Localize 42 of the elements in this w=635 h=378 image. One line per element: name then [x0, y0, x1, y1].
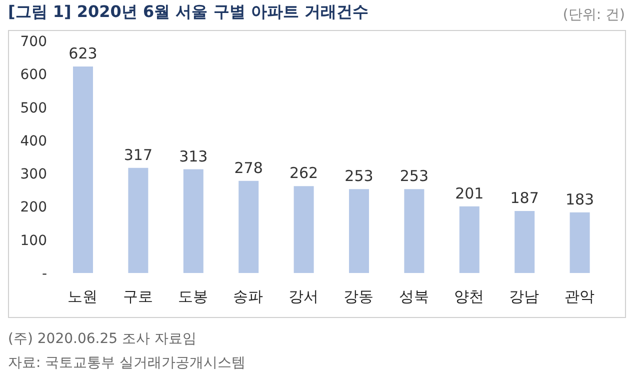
x-tick-label: 양천	[454, 288, 484, 306]
x-tick-label: 성북	[398, 288, 429, 306]
x-tick-label: 구로	[122, 288, 153, 306]
x-tick-label: 강서	[288, 288, 318, 306]
data-label: 253	[344, 167, 374, 186]
data-label: 313	[179, 147, 208, 166]
y-tick-label: 100	[20, 232, 47, 249]
y-tick-label: -	[42, 266, 47, 282]
x-tick-label: 관악	[564, 288, 594, 306]
y-tick-label: 300	[20, 166, 47, 183]
chart-title: [그림 1] 2020년 6월 서울 구별 아파트 거래건수	[8, 2, 368, 23]
data-label: 278	[234, 158, 263, 177]
x-tick-label: 노원	[68, 288, 98, 306]
bar	[238, 180, 259, 273]
data-label: 623	[68, 44, 98, 63]
data-label: 201	[455, 184, 484, 202]
bar	[404, 189, 424, 273]
bar	[128, 168, 148, 273]
x-tick-label: 송파	[233, 288, 264, 306]
data-label: 187	[510, 189, 539, 208]
text: 자료: 국토교통부 실거래가공개시스템	[8, 354, 246, 372]
y-tick-label: 700	[20, 34, 47, 50]
bar	[183, 169, 204, 273]
y-tick-label: 400	[20, 133, 47, 150]
bar	[514, 211, 535, 273]
data-label: 317	[124, 146, 153, 164]
y-tick-label: 500	[20, 100, 47, 116]
y-tick-label: 200	[20, 200, 47, 216]
x-tick-label: 강남	[509, 288, 540, 306]
y-tick-label: 600	[20, 67, 47, 84]
data-label: 253	[400, 167, 429, 186]
x-tick-label: 도봉	[178, 288, 208, 306]
bar	[570, 212, 590, 273]
chart-subtitle: (단위: 건)	[562, 6, 625, 24]
bar	[349, 189, 369, 273]
bar	[459, 206, 480, 273]
bar	[294, 186, 314, 273]
data-label: 183	[565, 190, 594, 208]
bar	[73, 66, 93, 273]
data-label: 262	[289, 164, 318, 182]
x-tick-label: 강동	[344, 288, 374, 306]
text: (주) 2020.06.25 조사 자료임	[8, 330, 196, 348]
